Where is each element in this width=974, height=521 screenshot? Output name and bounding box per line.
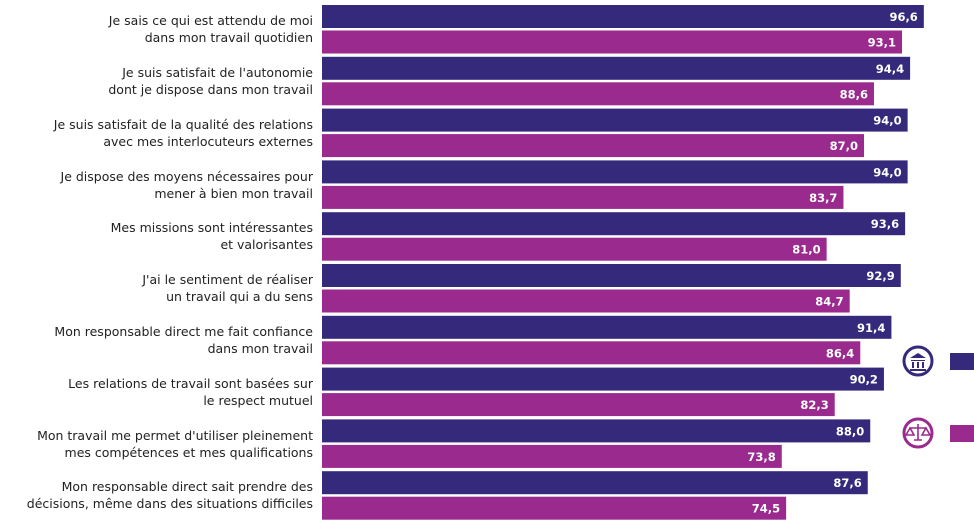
bar	[322, 212, 906, 236]
bar	[322, 30, 903, 54]
value-label: 96,6	[889, 10, 917, 24]
value-label: 92,9	[866, 269, 894, 283]
bar	[322, 471, 868, 495]
legend-icon	[902, 417, 934, 449]
category-label: Mon responsable direct me fait confiance…	[54, 324, 313, 357]
bar	[322, 444, 782, 468]
value-label: 87,6	[833, 476, 861, 490]
bar	[322, 496, 787, 520]
bar	[322, 5, 924, 28]
bar	[322, 185, 844, 209]
value-label: 90,2	[850, 373, 878, 387]
category-label: J'ai le sentiment de réaliser un travail…	[142, 272, 313, 305]
legend-icon	[902, 345, 934, 377]
bar	[322, 289, 850, 313]
legend-swatch	[950, 425, 974, 442]
category-label: Je suis satisfait de la qualité des rela…	[53, 116, 313, 149]
bar	[322, 108, 908, 132]
bar	[322, 160, 908, 184]
bar	[322, 367, 884, 391]
category-label: Je dispose des moyens nécessaires pour m…	[60, 168, 313, 201]
bar	[322, 419, 871, 443]
value-label: 87,0	[830, 139, 858, 153]
value-label: 94,0	[873, 165, 901, 179]
bar	[322, 134, 865, 158]
value-label: 86,4	[826, 346, 854, 360]
value-label: 81,0	[792, 243, 820, 257]
category-label: Je suis satisfait de l'autonomie dont je…	[108, 65, 313, 98]
category-label: Mon responsable direct sait prendre des …	[26, 479, 313, 512]
value-label: 93,6	[871, 217, 899, 231]
bar	[322, 237, 827, 261]
bar	[322, 315, 892, 339]
category-label: Les relations de travail sont basées sur…	[68, 375, 313, 408]
category-label: Mon travail me permet d'utiliser pleinem…	[37, 427, 313, 460]
value-label: 88,0	[836, 424, 864, 438]
value-label: 84,7	[815, 295, 843, 309]
value-label: 94,0	[873, 114, 901, 128]
category-label: Je sais ce qui est attendu de moi dans m…	[108, 13, 313, 46]
bar	[322, 56, 911, 80]
bar	[322, 264, 901, 287]
bar	[322, 341, 861, 365]
legend-icon	[910, 353, 926, 371]
value-label: 88,6	[840, 87, 868, 101]
legend-swatch	[950, 353, 974, 370]
value-label: 82,3	[800, 398, 828, 412]
bar	[322, 82, 874, 106]
value-label: 93,1	[868, 36, 896, 50]
legend	[902, 345, 974, 449]
value-label: 94,4	[876, 62, 904, 76]
value-label: 91,4	[857, 321, 885, 335]
value-label: 74,5	[752, 502, 780, 516]
legend-icon	[904, 424, 932, 441]
category-label: Mes missions sont intéressantes et valor…	[110, 220, 313, 253]
bar	[322, 393, 835, 417]
value-label: 73,8	[747, 450, 775, 464]
value-label: 83,7	[809, 191, 837, 205]
